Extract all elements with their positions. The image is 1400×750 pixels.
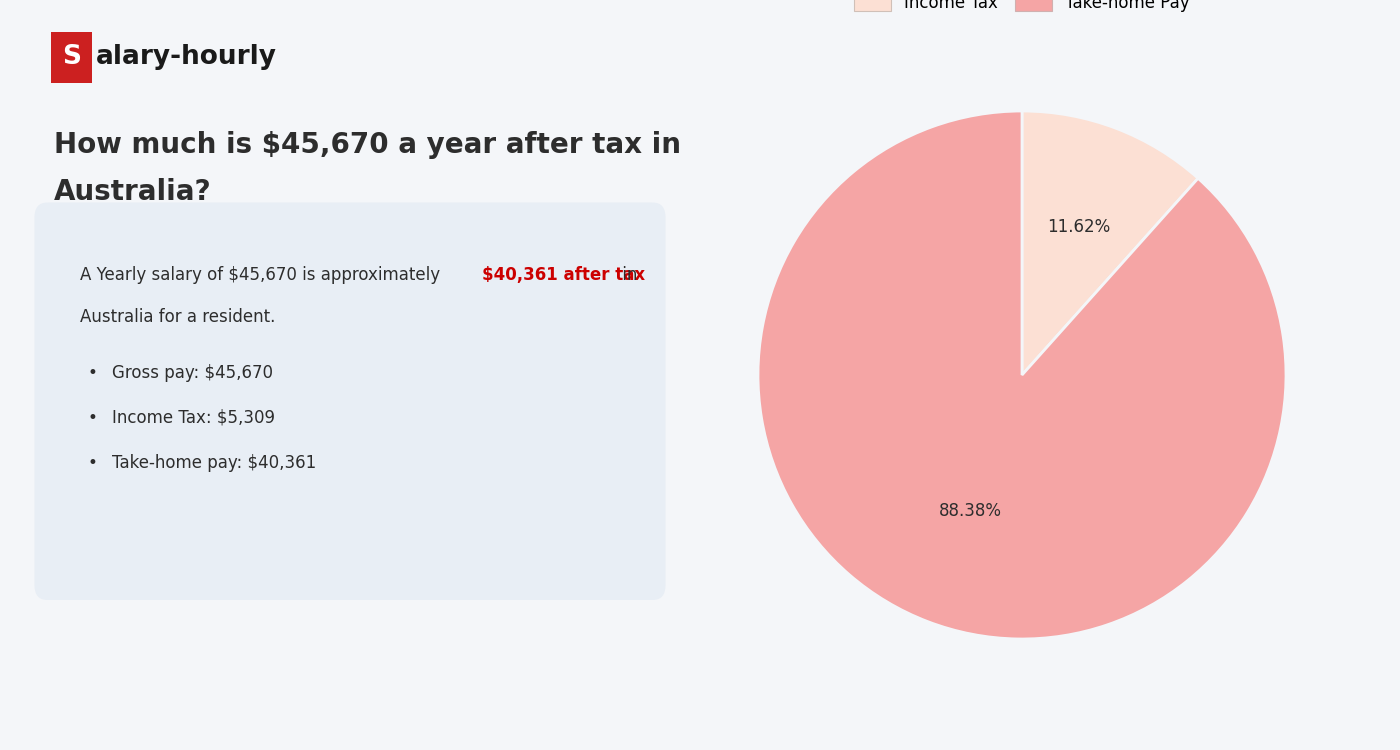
FancyBboxPatch shape bbox=[35, 202, 665, 600]
Text: A Yearly salary of $45,670 is approximately: A Yearly salary of $45,670 is approximat… bbox=[80, 266, 445, 284]
Text: •: • bbox=[87, 454, 98, 472]
Wedge shape bbox=[757, 111, 1287, 639]
Text: $40,361 after tax: $40,361 after tax bbox=[482, 266, 645, 284]
FancyBboxPatch shape bbox=[50, 32, 92, 83]
Text: •: • bbox=[87, 364, 98, 382]
Text: S: S bbox=[62, 44, 81, 70]
Text: Australia for a resident.: Australia for a resident. bbox=[80, 308, 274, 326]
Text: Income Tax: $5,309: Income Tax: $5,309 bbox=[112, 409, 274, 427]
Text: in: in bbox=[617, 266, 637, 284]
Text: Australia?: Australia? bbox=[53, 178, 211, 206]
Text: 11.62%: 11.62% bbox=[1047, 218, 1110, 236]
Text: 88.38%: 88.38% bbox=[938, 502, 1001, 520]
Text: How much is $45,670 a year after tax in: How much is $45,670 a year after tax in bbox=[53, 131, 680, 159]
Text: alary-hourly: alary-hourly bbox=[95, 44, 277, 70]
Text: Gross pay: $45,670: Gross pay: $45,670 bbox=[112, 364, 273, 382]
Wedge shape bbox=[1022, 111, 1198, 375]
Text: Take-home pay: $40,361: Take-home pay: $40,361 bbox=[112, 454, 316, 472]
Legend: Income Tax, Take-home Pay: Income Tax, Take-home Pay bbox=[848, 0, 1196, 19]
Text: •: • bbox=[87, 409, 98, 427]
